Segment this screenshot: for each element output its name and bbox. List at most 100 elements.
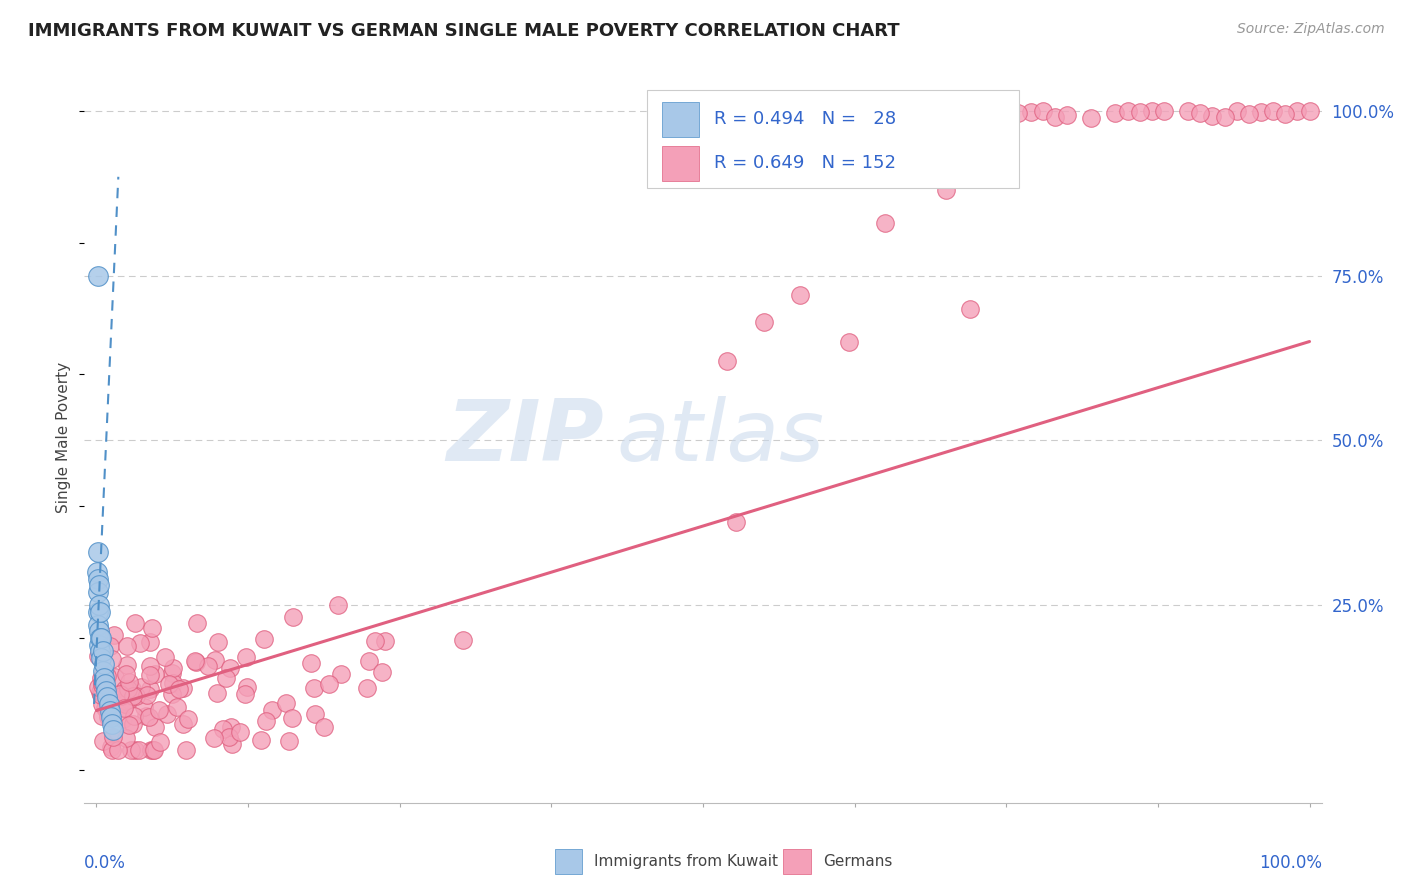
Point <box>281 610 304 624</box>
Point <box>221 720 243 734</box>
Point <box>91 644 114 658</box>
Point <box>1189 106 1212 120</box>
Point <box>114 681 136 696</box>
Point <box>89 605 111 619</box>
Point <box>873 216 896 230</box>
Point <box>304 707 326 722</box>
Point <box>87 649 110 664</box>
Point <box>91 667 114 681</box>
Point <box>725 515 748 529</box>
Point <box>149 735 172 749</box>
Point <box>94 677 117 691</box>
Point <box>120 743 142 757</box>
Point <box>1286 103 1309 118</box>
Point <box>197 659 219 673</box>
Point <box>184 654 207 668</box>
Point <box>101 716 124 731</box>
Point <box>91 678 114 692</box>
Point <box>1116 103 1139 118</box>
Point <box>100 652 122 666</box>
Point <box>959 105 981 120</box>
Point <box>86 605 108 619</box>
Point <box>236 680 259 694</box>
Point <box>204 653 226 667</box>
Point <box>90 709 112 723</box>
Point <box>100 739 122 754</box>
Point <box>100 710 122 724</box>
Point <box>121 689 143 703</box>
Point <box>1298 103 1320 118</box>
Point <box>318 676 340 690</box>
Point <box>143 666 166 681</box>
Point <box>329 667 352 681</box>
Point <box>117 693 139 707</box>
Point <box>128 743 150 757</box>
Point <box>138 710 160 724</box>
Point <box>1104 105 1126 120</box>
Point <box>838 334 860 349</box>
Text: Immigrants from Kuwait: Immigrants from Kuwait <box>595 854 778 869</box>
Point <box>91 674 114 689</box>
Point <box>1019 104 1042 119</box>
Point <box>89 631 111 645</box>
Point <box>87 578 110 592</box>
Point <box>118 675 141 690</box>
Point <box>228 724 250 739</box>
Point <box>935 183 957 197</box>
Point <box>314 720 336 734</box>
Point <box>1201 109 1223 123</box>
Point <box>277 734 299 748</box>
Point <box>115 694 138 708</box>
Point <box>87 624 110 639</box>
Point <box>86 572 108 586</box>
Text: 100.0%: 100.0% <box>1258 854 1322 872</box>
Point <box>205 686 228 700</box>
Point <box>91 698 114 712</box>
Point <box>166 699 188 714</box>
Point <box>1213 110 1236 124</box>
Point <box>1043 110 1066 124</box>
Point <box>1140 103 1163 118</box>
Point <box>139 635 162 649</box>
Point <box>281 711 304 725</box>
Point <box>1007 105 1029 120</box>
FancyBboxPatch shape <box>662 146 699 181</box>
Point <box>1056 108 1078 122</box>
Text: ZIP: ZIP <box>446 395 605 479</box>
Point <box>716 354 738 368</box>
Point <box>86 618 108 632</box>
Point <box>124 615 146 630</box>
Point <box>91 733 114 747</box>
Point <box>143 720 166 734</box>
Text: R = 0.649   N = 152: R = 0.649 N = 152 <box>714 153 896 172</box>
Point <box>250 732 273 747</box>
Point <box>172 717 194 731</box>
Point <box>374 634 396 648</box>
Point <box>186 655 208 669</box>
Text: IMMIGRANTS FROM KUWAIT VS GERMAN SINGLE MALE POVERTY CORRELATION CHART: IMMIGRANTS FROM KUWAIT VS GERMAN SINGLE … <box>28 22 900 40</box>
Point <box>1261 103 1284 118</box>
Point <box>98 704 121 718</box>
Point <box>1226 103 1249 118</box>
Point <box>212 723 235 737</box>
Point <box>1153 103 1175 118</box>
Point <box>117 718 139 732</box>
Point <box>254 714 277 728</box>
Point <box>96 708 118 723</box>
Point <box>114 731 136 745</box>
Point <box>117 658 139 673</box>
Point <box>162 661 184 675</box>
Point <box>202 731 225 746</box>
Point <box>96 683 118 698</box>
Point <box>90 650 112 665</box>
Point <box>207 635 229 649</box>
Point <box>1250 104 1272 119</box>
Point <box>153 650 176 665</box>
Point <box>103 723 125 738</box>
Point <box>108 687 131 701</box>
Point <box>176 712 198 726</box>
Point <box>138 681 160 696</box>
Point <box>1274 106 1296 120</box>
Y-axis label: Single Male Poverty: Single Male Poverty <box>56 361 72 513</box>
Point <box>148 703 170 717</box>
